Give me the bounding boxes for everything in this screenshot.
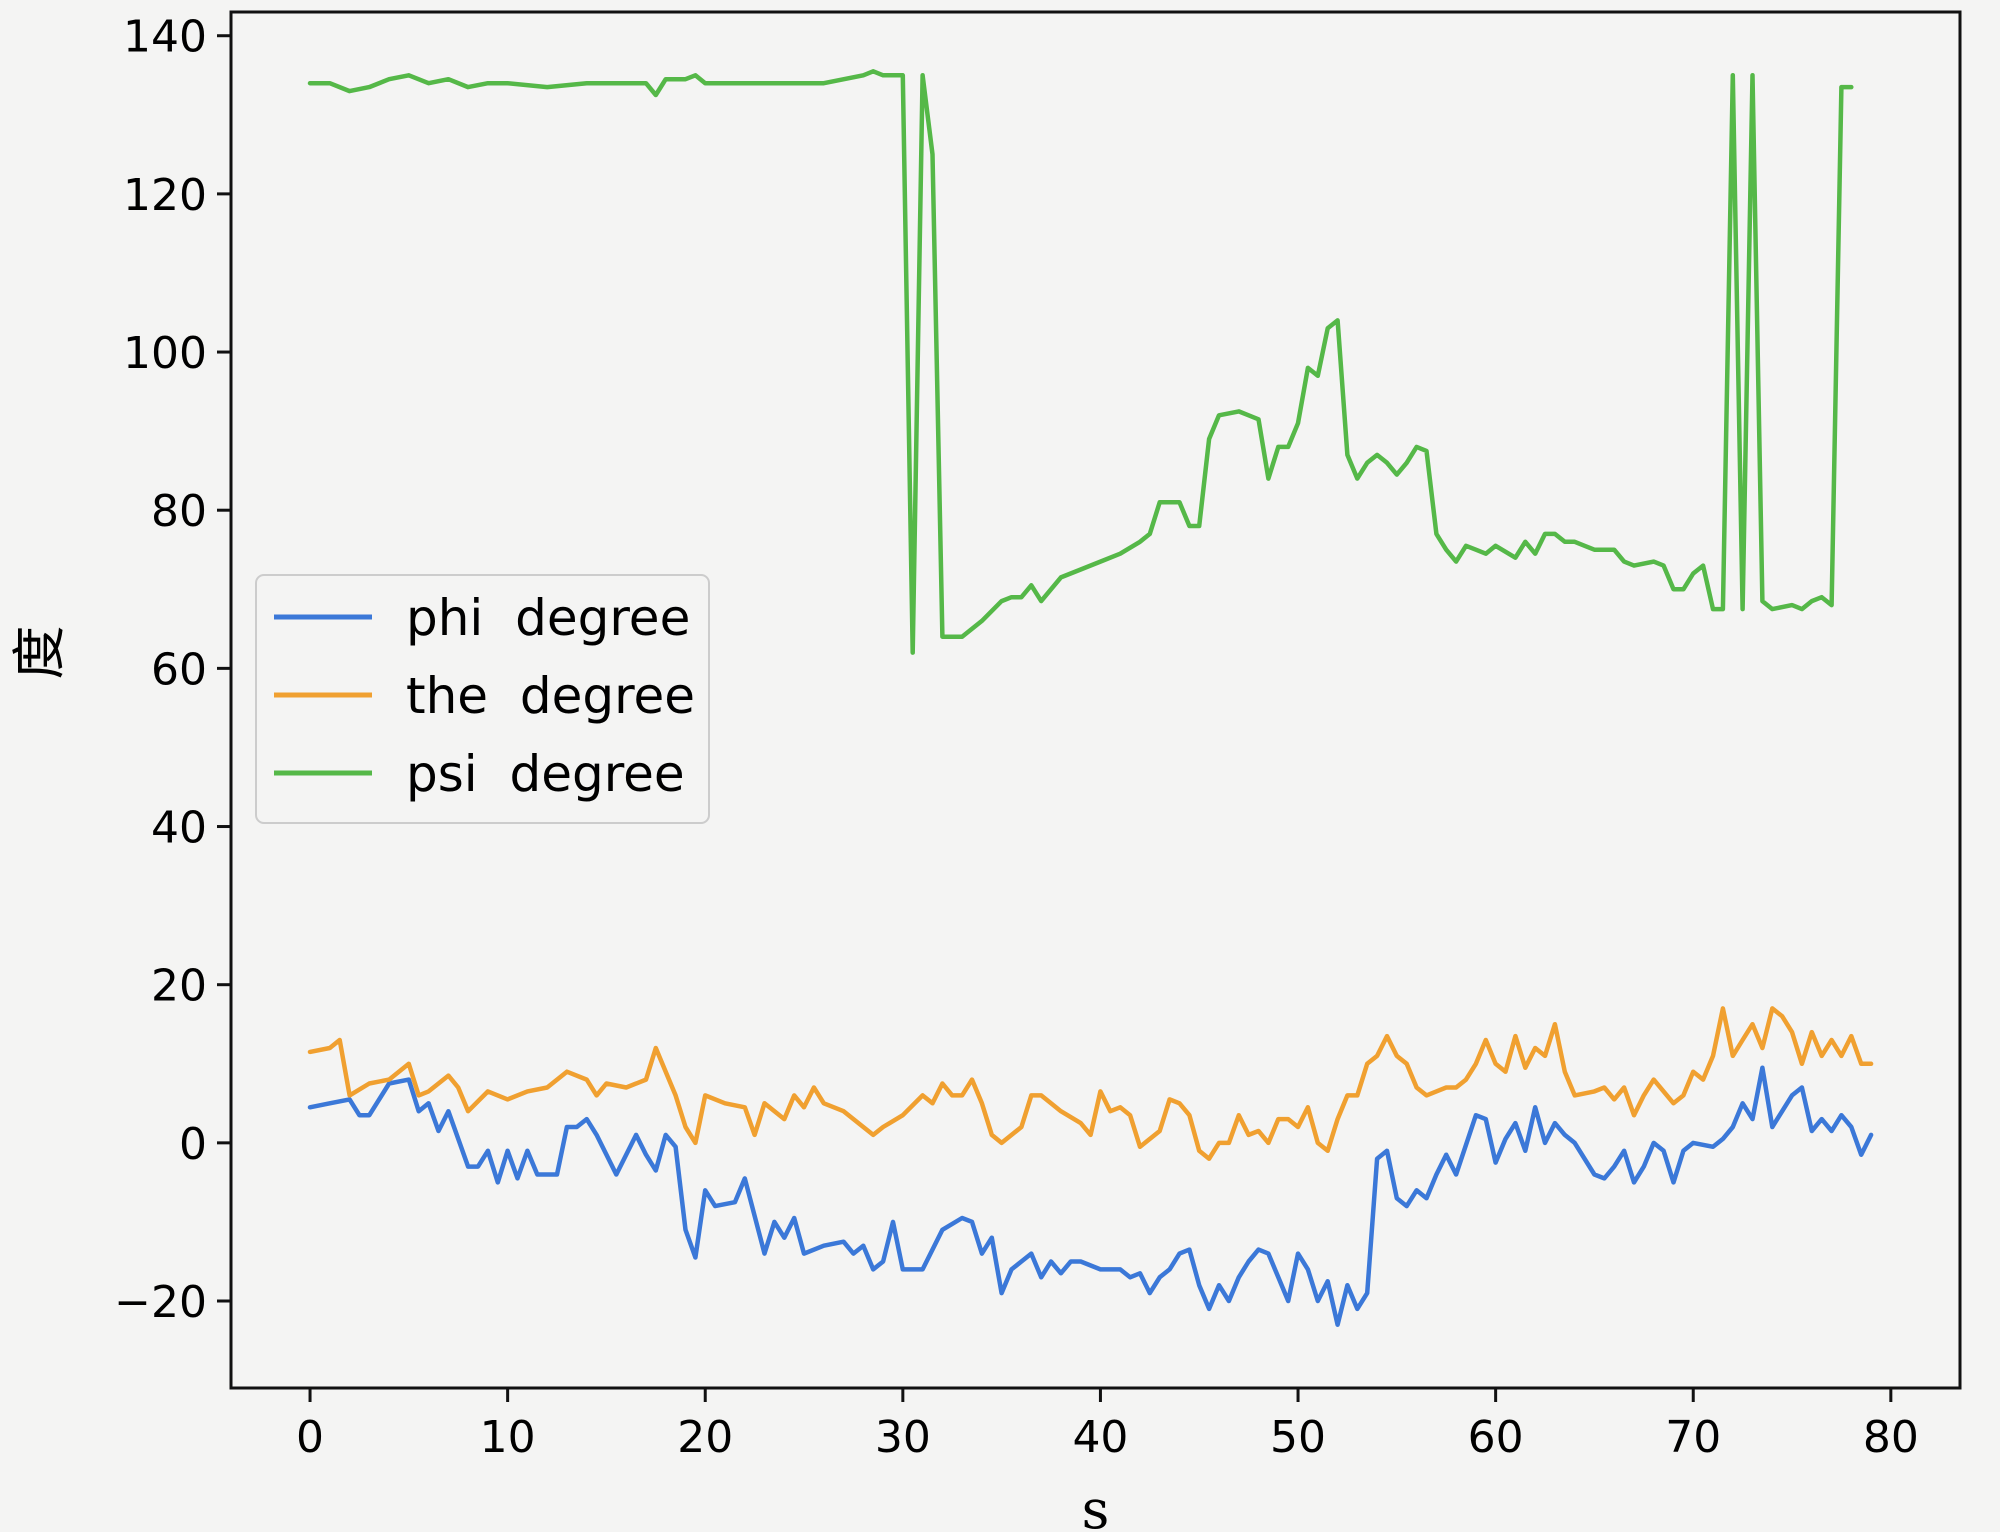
y-tick-label: 60	[151, 644, 207, 695]
y-tick-label: 80	[151, 486, 207, 537]
x-tick-label: 70	[1665, 1412, 1721, 1463]
y-tick-label: 40	[151, 803, 207, 854]
x-tick-label: 40	[1072, 1412, 1128, 1463]
series-line-the	[307, 1006, 1874, 1161]
y-tick-label: 0	[179, 1119, 207, 1170]
plot-frame	[229, 10, 1962, 1390]
y-tick-label: 140	[123, 12, 207, 63]
plot-area	[229, 10, 1962, 1390]
x-tick-label: 50	[1270, 1412, 1326, 1463]
y-tick-label: 120	[123, 170, 207, 221]
legend-box	[255, 574, 710, 824]
x-tick-label: 20	[677, 1412, 733, 1463]
x-axis-label: s	[1082, 1478, 1110, 1532]
y-tick-label: −20	[114, 1277, 207, 1328]
x-tick-label: 30	[875, 1412, 931, 1463]
y-axis: −20 0 20 40 60 80 100 120 140	[114, 12, 231, 1328]
series-line-psi	[307, 69, 1854, 655]
y-tick-label: 20	[151, 961, 207, 1012]
series-layer	[307, 69, 1874, 1327]
y-axis-label: 度	[8, 626, 71, 680]
y-tick-label: 100	[123, 328, 207, 379]
legend-label: the degree	[406, 667, 695, 725]
legend-label: psi degree	[406, 745, 685, 803]
x-tick-label: 80	[1863, 1412, 1919, 1463]
x-tick-label: 0	[296, 1412, 324, 1463]
x-tick-label: 10	[480, 1412, 536, 1463]
legend-label: phi degree	[406, 589, 690, 647]
legend: phi degree the degree psi degree	[255, 574, 710, 824]
x-axis: 0 10 20 30 40 50 60 70 80	[296, 1388, 1919, 1463]
series-line-phi	[307, 1065, 1874, 1327]
x-tick-label: 60	[1468, 1412, 1524, 1463]
